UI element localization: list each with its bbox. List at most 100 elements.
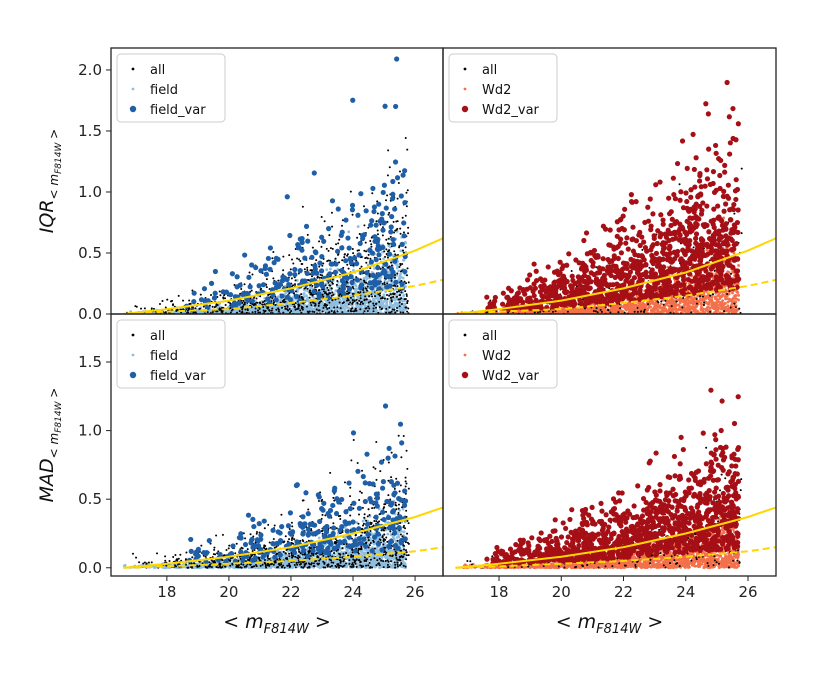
point-all bbox=[351, 302, 354, 305]
point-field_var bbox=[394, 56, 400, 62]
point-all bbox=[306, 233, 309, 236]
point-field_var bbox=[350, 97, 356, 103]
point-field_var bbox=[319, 254, 325, 260]
point-all bbox=[385, 294, 388, 297]
point-all bbox=[308, 296, 311, 299]
point-all bbox=[320, 245, 323, 248]
point-field bbox=[381, 304, 385, 308]
point-all bbox=[359, 297, 362, 300]
point-all bbox=[303, 268, 306, 271]
point-all bbox=[388, 211, 391, 214]
point-field_var bbox=[231, 300, 238, 306]
point-all bbox=[387, 149, 390, 152]
point-all bbox=[345, 285, 348, 288]
point-all bbox=[386, 256, 389, 259]
point-all bbox=[299, 259, 302, 262]
point-Wd2 bbox=[692, 309, 696, 313]
point-all bbox=[387, 237, 390, 240]
point-Wd2 bbox=[726, 304, 730, 308]
point-all bbox=[345, 299, 348, 302]
point-all bbox=[402, 251, 405, 254]
point-all bbox=[355, 298, 358, 301]
point-field_var bbox=[299, 247, 305, 253]
point-field_var bbox=[372, 282, 378, 288]
point-all bbox=[262, 301, 265, 304]
point-all bbox=[312, 301, 315, 304]
point-field bbox=[352, 268, 355, 272]
point-all bbox=[359, 291, 362, 294]
point-field_var bbox=[236, 300, 242, 306]
point-all bbox=[400, 297, 403, 300]
point-all bbox=[282, 311, 285, 314]
point-Wd2 bbox=[662, 308, 666, 312]
point-all bbox=[309, 301, 312, 304]
point-field bbox=[333, 299, 337, 303]
point-all bbox=[330, 294, 333, 297]
y-tick-label: 0.5 bbox=[78, 244, 102, 262]
point-all bbox=[397, 290, 400, 293]
point-field_var bbox=[367, 247, 373, 253]
point-Wd2 bbox=[583, 311, 586, 314]
fit-curve-dashed bbox=[123, 278, 443, 314]
point-Wd2 bbox=[729, 298, 733, 302]
point-all bbox=[229, 307, 232, 310]
point-field bbox=[403, 302, 407, 306]
point-field bbox=[279, 299, 283, 302]
point-field_var bbox=[319, 234, 325, 240]
point-all bbox=[214, 305, 217, 308]
point-all bbox=[322, 295, 325, 298]
point-all bbox=[396, 307, 399, 310]
point-all bbox=[405, 295, 408, 298]
point-field bbox=[379, 311, 383, 314]
point-field bbox=[340, 304, 344, 307]
point-all bbox=[363, 224, 366, 227]
point-field_var bbox=[369, 285, 375, 291]
point-all bbox=[300, 293, 303, 296]
point-all bbox=[265, 278, 268, 281]
point-all bbox=[296, 307, 299, 310]
point-all bbox=[403, 298, 406, 301]
point-all bbox=[177, 294, 180, 297]
point-all bbox=[381, 234, 384, 237]
point-Wd2 bbox=[624, 303, 628, 307]
point-field bbox=[334, 302, 338, 305]
point-field_var bbox=[265, 296, 271, 302]
point-all bbox=[393, 308, 396, 311]
point-field bbox=[395, 302, 399, 306]
point-all bbox=[364, 287, 367, 290]
point-field_var bbox=[391, 241, 397, 248]
point-Wd2 bbox=[727, 311, 731, 314]
point-Wd2 bbox=[702, 297, 706, 301]
point-field bbox=[342, 298, 345, 302]
point-all bbox=[346, 290, 349, 293]
point-all bbox=[406, 274, 409, 277]
point-Wd2 bbox=[731, 291, 734, 295]
point-field_var bbox=[346, 245, 352, 251]
point-all bbox=[358, 299, 361, 302]
point-all bbox=[322, 262, 325, 265]
point-all bbox=[301, 308, 304, 311]
point-all bbox=[311, 310, 314, 313]
point-all bbox=[389, 296, 392, 299]
point-field_var bbox=[262, 263, 269, 269]
point-field_var bbox=[312, 263, 318, 269]
point-field_var bbox=[303, 223, 310, 229]
point-field bbox=[218, 302, 222, 306]
point-all bbox=[220, 310, 223, 313]
point-all bbox=[375, 306, 378, 309]
point-all bbox=[307, 278, 310, 281]
point-all bbox=[393, 231, 396, 234]
point-Wd2 bbox=[717, 293, 720, 297]
point-Wd2 bbox=[718, 291, 722, 295]
point-all bbox=[262, 306, 265, 309]
point-Wd2 bbox=[719, 307, 723, 311]
point-all bbox=[355, 309, 358, 312]
point-all bbox=[315, 308, 318, 311]
point-field_var bbox=[380, 189, 386, 196]
point-field_var bbox=[211, 295, 218, 301]
point-field bbox=[295, 288, 299, 291]
point-all bbox=[377, 311, 380, 314]
point-all bbox=[379, 297, 382, 300]
point-field_var bbox=[253, 264, 259, 271]
point-all bbox=[357, 291, 360, 294]
